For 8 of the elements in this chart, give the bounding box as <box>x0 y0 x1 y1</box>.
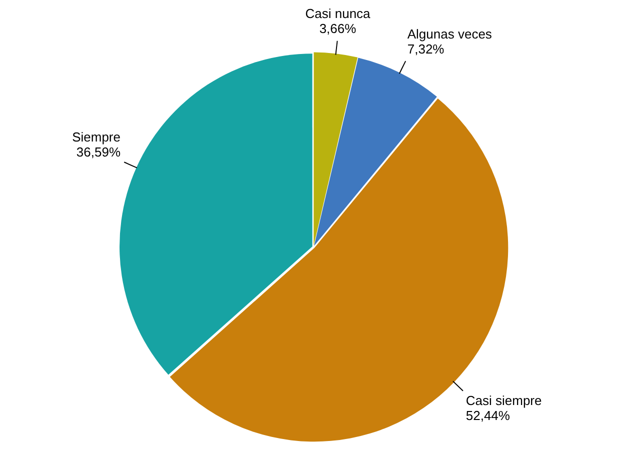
data-label: 52,44% <box>466 408 510 423</box>
slice-label: Casi siempre <box>466 392 542 408</box>
data-label: 36,59% <box>76 144 121 160</box>
slice-label: Casi nunca <box>305 6 372 21</box>
data-label: 7,32% <box>407 42 445 57</box>
slice-label: Siempre <box>72 130 121 145</box>
slice-label: Algunas veces <box>407 26 492 42</box>
data-label: 3,66% <box>319 20 357 36</box>
